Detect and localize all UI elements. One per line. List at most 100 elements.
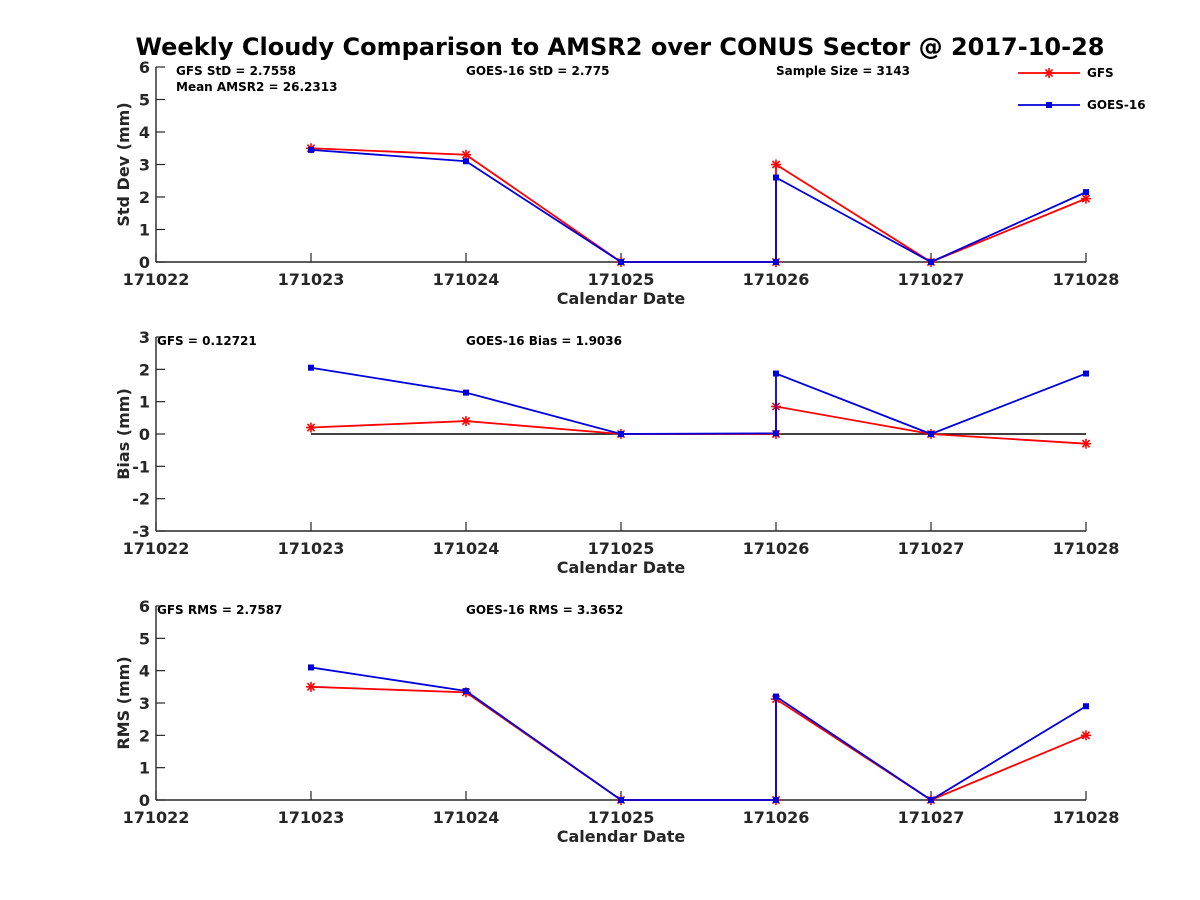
goes-16-marker-5 (928, 797, 934, 803)
y-axis-label: Std Dev (mm) (114, 102, 133, 226)
goes-16-marker-3 (773, 797, 779, 803)
goes-16-marker-1 (463, 688, 469, 695)
x-tick-label: 171026 (743, 270, 810, 289)
goes-16-marker-legend (1046, 102, 1052, 108)
y-tick-label: 2 (139, 188, 150, 207)
goes-16-marker-4 (773, 693, 779, 700)
x-tick-label: 171028 (1053, 270, 1120, 289)
stat-annotation: Mean AMSR2 = 26.2313 (176, 80, 337, 94)
goes-16-marker-2 (618, 259, 624, 265)
y-tick-label: 3 (139, 156, 150, 175)
goes-16-marker-2 (618, 797, 624, 803)
y-tick-label: 3 (139, 694, 150, 713)
goes-16-line (310, 666, 1087, 802)
y-tick-label: 1 (139, 393, 150, 412)
goes-16-line (310, 148, 1087, 264)
panel-3: 0 1 2 3 4 5 6 171022 171023 171024 171025 171026 171… (114, 597, 1119, 846)
goes-16-marker-6 (1083, 189, 1089, 196)
panel-1: 0 1 2 3 4 5 6 171022 171023 171024 171025 171026 171… (114, 58, 1119, 308)
stat-annotation: GOES-16 StD = 2.775 (466, 64, 609, 78)
gfs-series (306, 143, 1091, 267)
stat-annotation: Sample Size = 3143 (776, 64, 910, 78)
x-tick-label: 171028 (1053, 539, 1120, 558)
gfs-marker-0 (306, 681, 316, 692)
stat-annotation: GFS RMS = 2.7587 (157, 603, 282, 617)
gfs-series (306, 401, 1091, 449)
goes-16-marker-1 (463, 389, 469, 396)
goes-16-marker-3 (773, 430, 779, 437)
x-tick-label: 171025 (588, 270, 655, 289)
goes-16-marker-0 (308, 364, 314, 371)
x-tick-label: 171025 (588, 539, 655, 558)
gfs-marker-6 (1081, 193, 1091, 204)
y-tick-label: 0 (139, 253, 150, 272)
x-tick-label: 171024 (433, 539, 500, 558)
y-tick-label: 3 (139, 328, 150, 347)
x-tick-label: 171027 (898, 539, 965, 558)
gfs-marker-0 (306, 422, 316, 433)
y-tick-label: 5 (139, 91, 150, 110)
goes-16-series (308, 146, 1089, 265)
gfs-marker-4 (771, 159, 781, 170)
y-tick-label: -1 (132, 457, 150, 476)
x-tick-label: 171027 (898, 270, 965, 289)
x-axis-label: Calendar Date (557, 827, 686, 846)
y-tick-label: 5 (139, 629, 150, 648)
legend-label-goes-16: GOES-16 (1087, 98, 1146, 112)
x-tick-label: 171023 (278, 808, 345, 827)
gfs-series (306, 681, 1091, 805)
x-tick-label: 171027 (898, 808, 965, 827)
legend-entry-gfs: GFS (1018, 66, 1114, 80)
stat-annotation: GFS = 0.12721 (157, 334, 257, 348)
stat-annotation: GOES-16 RMS = 3.3652 (466, 603, 623, 617)
y-axis-label: RMS (mm) (114, 656, 133, 749)
x-tick-label: 171025 (588, 808, 655, 827)
goes-16-marker-5 (928, 259, 934, 265)
gfs-line (310, 405, 1087, 445)
goes-16-marker-4 (773, 370, 779, 377)
y-tick-label: 2 (139, 726, 150, 745)
x-tick-label: 171024 (433, 270, 500, 289)
x-tick-label: 171023 (278, 270, 345, 289)
y-tick-label: 2 (139, 360, 150, 379)
legend-entry-goes-16: GOES-16 (1018, 98, 1146, 112)
y-tick-label: 1 (139, 759, 150, 778)
chart-panels: 0 1 2 3 4 5 6 171022 171023 171024 171025 171026 171… (114, 58, 1119, 846)
x-axis-label: Calendar Date (557, 558, 686, 577)
x-tick-label: 171022 (123, 539, 190, 558)
x-tick-label: 171023 (278, 539, 345, 558)
x-tick-label: 171022 (123, 270, 190, 289)
goes-16-series (308, 364, 1089, 437)
gfs-marker-legend (1044, 68, 1054, 78)
x-tick-label: 171024 (433, 808, 500, 827)
x-axis-label: Calendar Date (557, 289, 686, 308)
y-tick-label: 1 (139, 221, 150, 240)
goes-16-series (308, 664, 1089, 803)
stat-annotation: GOES-16 Bias = 1.9036 (466, 334, 622, 348)
chart-title: Weekly Cloudy Comparison to AMSR2 over C… (136, 33, 1105, 61)
y-tick-label: 6 (139, 58, 150, 77)
goes-16-marker-6 (1083, 703, 1089, 710)
stat-annotation: GFS StD = 2.7558 (176, 64, 296, 78)
panel-2: -3 -2 -1 0 1 2 3 171022 171023 171024 171025 171026… (114, 328, 1119, 577)
y-axis-label: Bias (mm) (114, 388, 133, 480)
y-tick-label: -2 (132, 490, 150, 509)
legend: GFS GOES-16 (1018, 66, 1146, 112)
goes-16-marker-2 (618, 431, 624, 437)
goes-16-marker-6 (1083, 370, 1089, 377)
gfs-marker-6 (1081, 730, 1091, 741)
legend-label-gfs: GFS (1087, 66, 1114, 80)
y-tick-label: 0 (139, 425, 150, 444)
y-tick-label: 0 (139, 791, 150, 810)
goes-16-marker-4 (773, 174, 779, 181)
y-tick-label: -3 (132, 522, 150, 541)
x-tick-label: 171022 (123, 808, 190, 827)
gfs-marker-1 (461, 416, 471, 427)
x-tick-label: 171026 (743, 808, 810, 827)
goes-16-marker-1 (463, 158, 469, 165)
goes-16-marker-3 (773, 259, 779, 265)
y-tick-label: 6 (139, 597, 150, 616)
gfs-marker-1 (461, 149, 471, 160)
x-tick-label: 171026 (743, 539, 810, 558)
